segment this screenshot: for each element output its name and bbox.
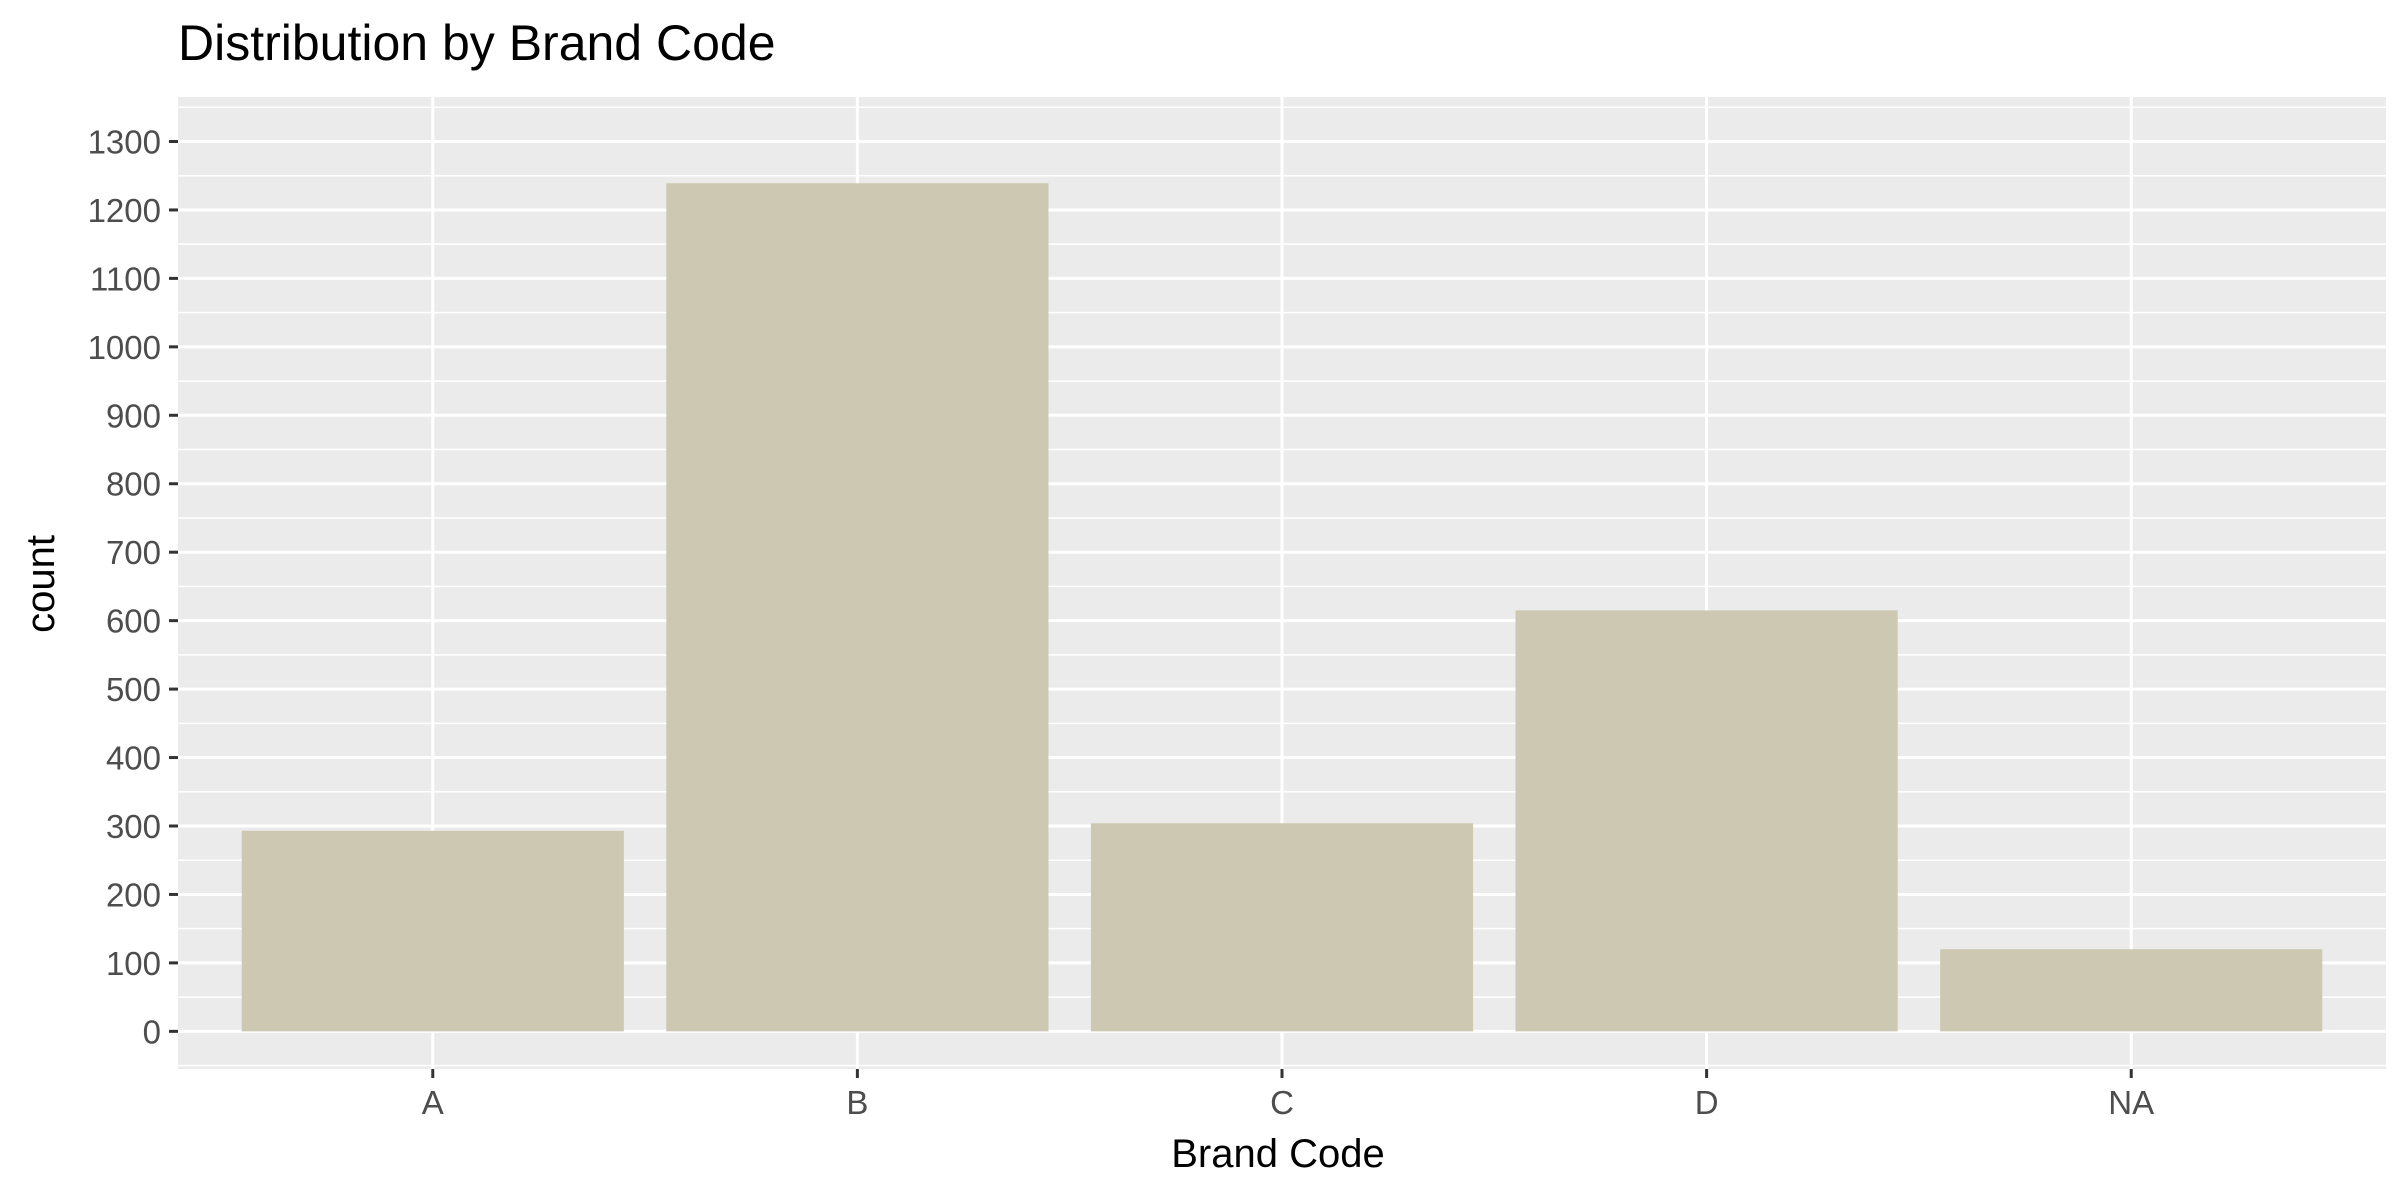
x-axis-title: Brand Code — [1171, 1132, 1384, 1176]
y-tick-label: 500 — [106, 671, 161, 708]
y-tick-label: 400 — [106, 740, 161, 777]
y-tick-label: 1000 — [88, 329, 161, 366]
bar-na — [1940, 949, 2323, 1032]
x-tick-label: A — [422, 1084, 444, 1121]
y-tick-label: 1200 — [88, 192, 161, 229]
bar-c — [1090, 823, 1474, 1032]
bar-d — [1515, 610, 1898, 1032]
y-tick-label: 700 — [106, 534, 161, 571]
y-axis-title: count — [19, 535, 63, 633]
x-axis: A B C D NA — [422, 1069, 2154, 1121]
y-tick-label: 800 — [106, 466, 161, 503]
y-tick-label: 200 — [106, 876, 161, 913]
y-tick-label: 600 — [106, 603, 161, 640]
bar-a — [241, 830, 624, 1032]
y-tick-label: 100 — [106, 945, 161, 982]
x-tick-label: D — [1695, 1084, 1719, 1121]
y-tick-label: 300 — [106, 808, 161, 845]
x-tick-label: B — [846, 1084, 868, 1121]
y-tick-label: 0 — [143, 1013, 161, 1050]
y-axis: 0 100 200 300 400 500 600 700 800 900 1000 1100 1200… — [88, 123, 178, 1050]
x-tick-label: NA — [2108, 1084, 2154, 1121]
bar-b — [666, 183, 1049, 1032]
chart-title: Distribution by Brand Code — [178, 15, 776, 71]
x-tick-label: C — [1270, 1084, 1294, 1121]
bars — [241, 183, 2323, 1032]
y-tick-label: 1100 — [90, 260, 161, 297]
y-tick-label: 1300 — [88, 123, 161, 160]
y-tick-label: 900 — [106, 397, 161, 434]
